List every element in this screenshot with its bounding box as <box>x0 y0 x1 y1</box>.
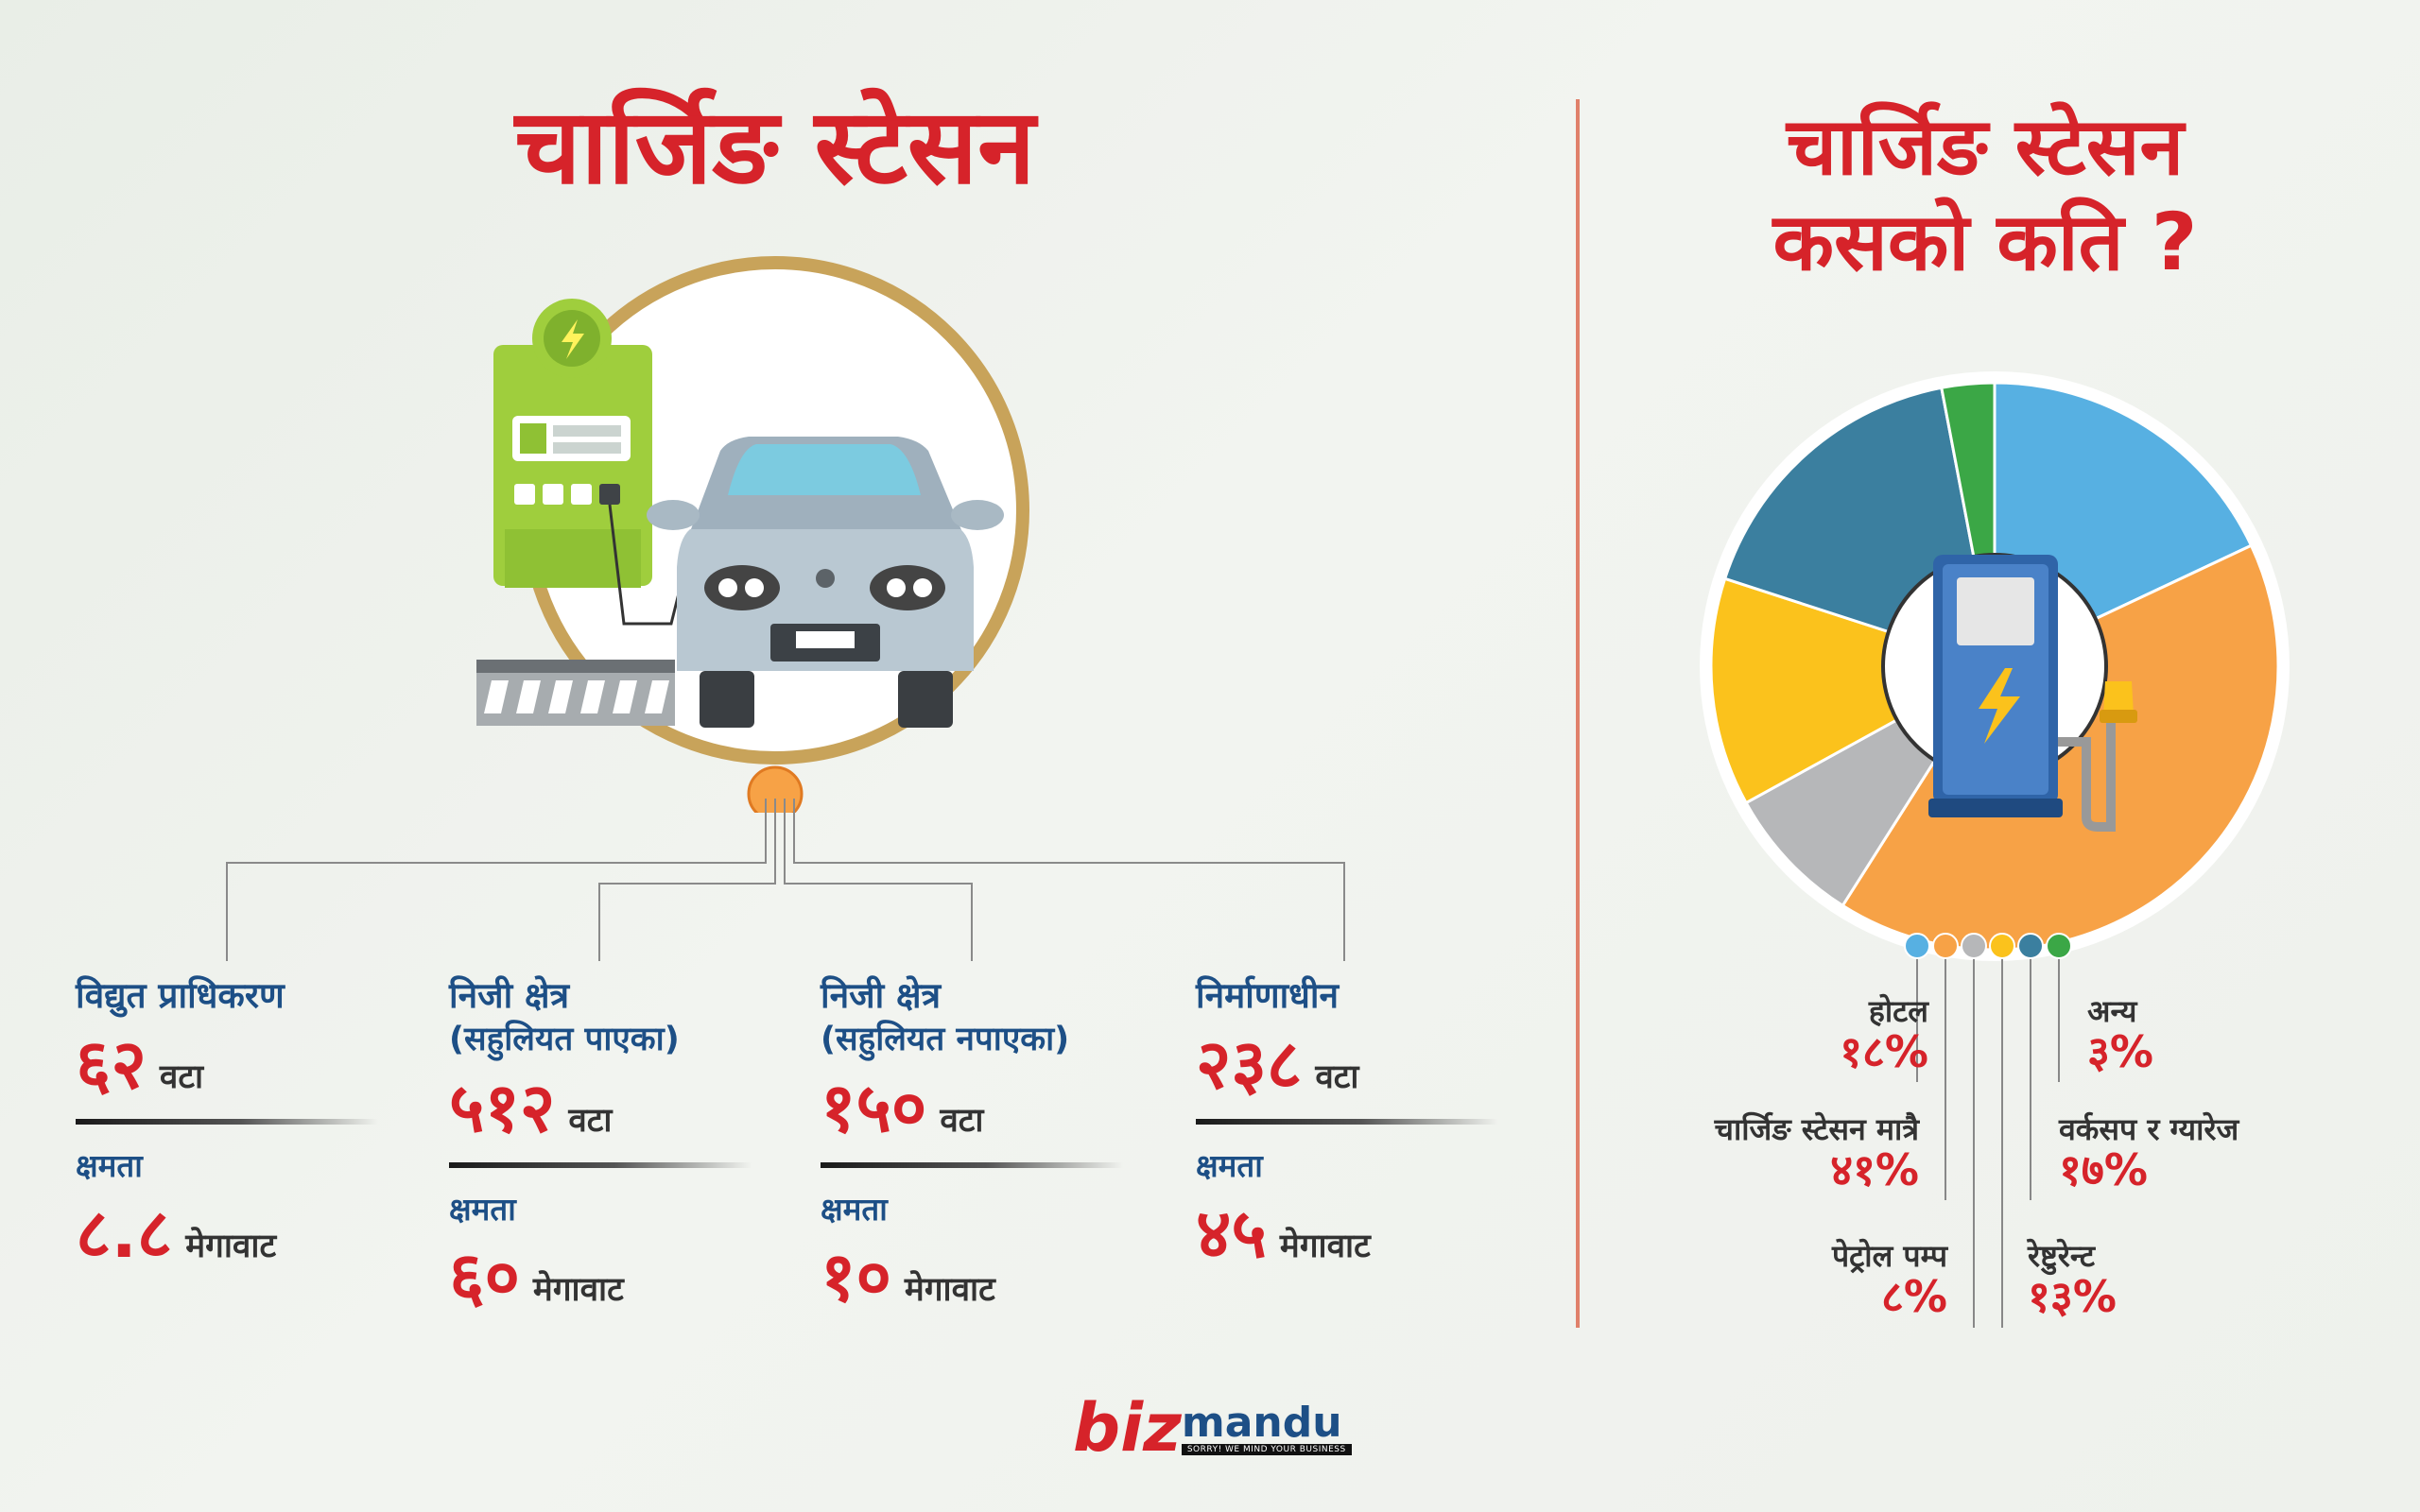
capacity-label: क्षमता <box>1196 1147 1263 1185</box>
logo-right: mandu SORRY! WE MIND YOUR BUSINESS <box>1181 1399 1352 1455</box>
fuel-pump-icon <box>1928 555 2137 832</box>
legend-workshop-garage: वर्कसप र ग्यारेज १७% <box>2059 1111 2342 1196</box>
right-title-line1: चार्जिङ स्टेसन <box>1786 100 2185 193</box>
station-count: १५० <box>821 1067 927 1147</box>
category-name: निर्माणाधीन <box>1196 975 1340 1016</box>
legend-percent: १३% <box>2028 1271 2117 1323</box>
category-subtitle: (सहुलियत पाएका) <box>449 1021 680 1059</box>
divider-rule <box>76 1119 378 1125</box>
legend-hotel: होटल १८% <box>1673 993 1928 1078</box>
category-name: निजी क्षेत्र <box>449 975 569 1016</box>
capacity-value: ४५ <box>1196 1194 1267 1274</box>
category-name: विद्युत प्राधिकरण <box>76 975 285 1016</box>
capacity-value: ८.८ <box>76 1194 173 1274</box>
legend-dot-2 <box>1961 933 1987 959</box>
right-title-line2: कसको कति ? <box>1772 195 2198 288</box>
legend-percent: ३% <box>2087 1026 2154 1078</box>
legend-percent: ४१% <box>1830 1144 1919 1196</box>
category-subtitle: (सहुलियत नपाएका) <box>821 1021 1070 1059</box>
station-count: ६२ <box>76 1024 147 1105</box>
capacity-value: ६० <box>449 1236 520 1316</box>
category-electricity-authority: विद्युत प्राधिकरण ६२ वटा क्षमता ८.८ मेगावा… <box>76 973 388 1267</box>
pie-chart <box>1700 371 2290 961</box>
capacity-label: क्षमता <box>821 1190 888 1228</box>
legend-label: पेट्रोल पम्प <box>1832 1238 1947 1274</box>
bizmandu-logo[interactable]: biz mandu SORRY! WE MIND YOUR BUSINESS <box>1073 1389 1357 1467</box>
vertical-divider <box>1576 99 1580 1328</box>
capacity-value: १० <box>821 1236 891 1316</box>
capacity-unit: मेगावाट <box>904 1270 995 1309</box>
capacity-label: क्षमता <box>449 1190 516 1228</box>
capacity-unit: मेगावाट <box>1279 1228 1371 1266</box>
logo-biz: biz <box>1073 1389 1182 1467</box>
legend-percent: १७% <box>2059 1144 2148 1196</box>
legend-dot-4 <box>2017 933 2044 959</box>
pie-slice-3 <box>1709 576 1998 805</box>
count-unit: वटा <box>568 1101 613 1140</box>
legend-label: चार्जिङ स्टेसन मात्रै <box>1714 1111 1919 1147</box>
capacity-unit: मेगावाट <box>532 1270 624 1309</box>
legend-percent: १८% <box>1840 1026 1928 1078</box>
logo-tagline: SORRY! WE MIND YOUR BUSINESS <box>1181 1444 1352 1455</box>
divider-rule <box>1196 1119 1498 1125</box>
count-unit: वटा <box>159 1058 204 1097</box>
divider-rule <box>821 1161 1123 1168</box>
charger-station-icon <box>476 299 687 726</box>
divider-rule <box>449 1161 752 1168</box>
category-under-construction: निर्माणाधीन २३८ वटा क्षमता ४५ मेगावाट <box>1196 973 1517 1267</box>
car-icon <box>647 437 1004 728</box>
count-unit: वटा <box>940 1101 984 1140</box>
legend-dot-5 <box>2046 933 2072 959</box>
legend-percent: ८% <box>1880 1271 1947 1323</box>
category-name: निजी क्षेत्र <box>821 975 941 1016</box>
legend-label: वर्कसप र ग्यारेज <box>2059 1111 2239 1147</box>
legend-label: रेष्टुरेन्ट <box>2028 1238 2096 1274</box>
legend-dot-1 <box>1932 933 1959 959</box>
category-private-subsidized: निजी क्षेत्र (सहुलियत पाएका) ५१२ वटा क्षम… <box>449 973 770 1311</box>
legend-leaders <box>1904 933 2072 1328</box>
category-private-unsubsidized: निजी क्षेत्र (सहुलियत नपाएका) १५० वटा क्ष… <box>821 973 1161 1311</box>
legend-label: अन्य <box>2087 993 2137 1029</box>
charging-car-illustration <box>476 256 1029 813</box>
legend-other: अन्य ३% <box>2087 993 2276 1078</box>
station-count: ५१२ <box>449 1067 556 1147</box>
legend-restaurant: रेष्टुरेन्ट १३% <box>2028 1238 2283 1323</box>
legend-label: होटल <box>1868 993 1928 1029</box>
left-title: चार्जिङ स्टेसन <box>514 86 1036 207</box>
legend-petrol-pump: पेट्रोल पम्प ८% <box>1673 1238 1947 1323</box>
station-count: २३८ <box>1196 1024 1303 1105</box>
capacity-label: क्षमता <box>76 1147 143 1185</box>
legend-dot-0 <box>1904 933 1930 959</box>
count-unit: वटा <box>1315 1058 1359 1097</box>
logo-mandu: mandu <box>1181 1399 1342 1447</box>
right-title: चार्जिङ स्टेसन कसको कति ? <box>1683 99 2288 290</box>
legend-dot-3 <box>1989 933 2015 959</box>
connector-lines <box>226 799 1345 961</box>
legend-charging-only: चार्जिङ स्टेसन मात्रै ४१% <box>1607 1111 1919 1196</box>
capacity-unit: मेगावाट <box>185 1228 277 1266</box>
